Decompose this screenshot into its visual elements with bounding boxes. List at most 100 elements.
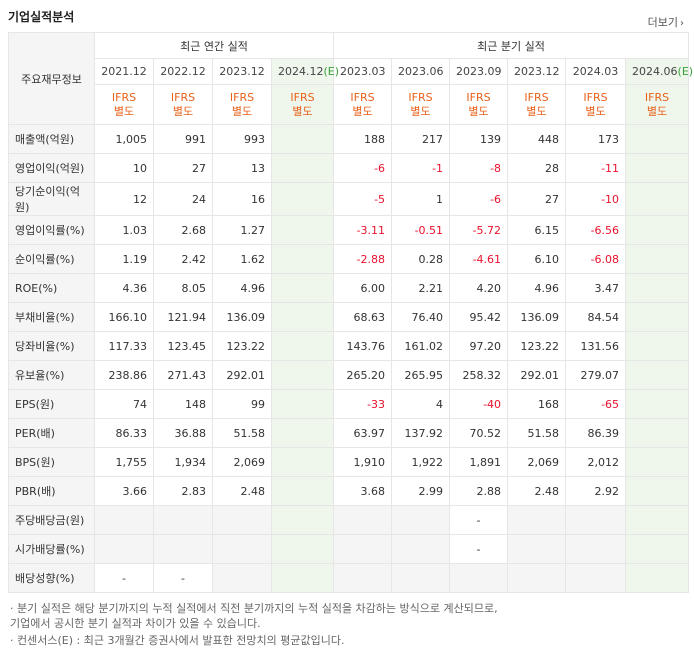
table-cell [212, 534, 272, 564]
table-row: PER(배) 86.33 36.88 51.58 63.97 137.92 70.52 51.… [8, 418, 690, 448]
table-row: 당기순이익(억원) 12 24 16 -5 1 -6 27 -10 [8, 182, 690, 216]
row-label: 당기순이익(억원) [8, 182, 95, 216]
table-cell [625, 534, 690, 564]
table-cell: 36.88 [153, 418, 213, 448]
table-cell [153, 534, 213, 564]
table-cell: 1,922 [391, 447, 451, 477]
table-cell: 95.42 [449, 302, 509, 332]
table-cell [270, 182, 335, 216]
row-label: 시가배당률(%) [8, 534, 95, 564]
table-cell: 76.40 [391, 302, 451, 332]
ifrs-label: IFRS [170, 90, 196, 104]
table-cell: 448 [507, 124, 567, 154]
basis-label: 별도 [526, 104, 547, 118]
table-cell [270, 476, 335, 506]
table-cell: -5 [333, 182, 393, 216]
period-header: 2023.12 [212, 58, 272, 85]
table-row: 매출액(억원) 1,005 991 993 188 217 139 448 173 [8, 124, 690, 154]
footnote: · 컨센서스(E) : 최근 3개월간 증권사에서 발표한 전망치의 평균값입니… [10, 634, 345, 647]
table-cell: 258.32 [449, 360, 509, 390]
more-label: 더보기 [647, 16, 678, 29]
table-cell [625, 182, 690, 216]
table-cell: 0.28 [391, 244, 451, 274]
table-cell [625, 389, 690, 419]
period-label: 2022.12 [160, 65, 206, 78]
table-row: 주당배당금(원) - [8, 505, 690, 535]
table-cell: 6.10 [507, 244, 567, 274]
table-cell: 161.02 [391, 331, 451, 361]
table-cell [270, 505, 335, 535]
table-row: 배당성향(%) - - [8, 563, 690, 593]
table-cell: 123.22 [212, 331, 272, 361]
accounting-basis: IFRS 별도 [153, 84, 213, 125]
period-header: 2023.03 [333, 58, 393, 85]
table-cell [625, 418, 690, 448]
table-cell: -10 [565, 182, 627, 216]
table-cell [565, 534, 627, 564]
table-cell [391, 534, 451, 564]
ifrs-label: IFRS [290, 90, 315, 104]
basis-label: 별도 [172, 104, 194, 118]
table-cell: 1,891 [449, 447, 509, 477]
table-cell: 68.63 [333, 302, 393, 332]
table-row: 순이익률(%) 1.19 2.42 1.62 -2.88 0.28 -4.61 6.10 -6.… [8, 244, 690, 274]
basis-label: 별도 [352, 104, 373, 118]
row-label: PBR(배) [8, 476, 95, 506]
table-cell: 2.21 [391, 273, 451, 303]
table-cell: 1,910 [333, 447, 393, 477]
table-cell: - [94, 563, 154, 593]
table-cell: 2.42 [153, 244, 213, 274]
table-row: 시가배당률(%) - [8, 534, 690, 564]
table-cell: -11 [565, 153, 627, 183]
table-cell: 1.03 [94, 215, 154, 245]
table-cell: 279.07 [565, 360, 627, 390]
ifrs-label: IFRS [229, 90, 255, 104]
table-cell [333, 505, 393, 535]
table-cell: 6.00 [333, 273, 393, 303]
accounting-basis: IFRS 별도 [625, 84, 690, 125]
table-cell: -6 [449, 182, 509, 216]
table-cell: 137.92 [391, 418, 451, 448]
period-header: 2024.12(E) [270, 58, 339, 85]
table-row: 당좌비율(%) 117.33 123.45 123.22 143.76 161.02 97.… [8, 331, 690, 361]
table-cell [270, 360, 335, 390]
table-cell: 4.20 [449, 273, 509, 303]
table-cell [153, 505, 213, 535]
table-cell: 4.96 [212, 273, 272, 303]
table-row: PBR(배) 3.66 2.83 2.48 3.68 2.99 2.88 2.48 2.92 [8, 476, 690, 506]
table-cell [270, 331, 335, 361]
table-cell: 10 [94, 153, 154, 183]
period-label: 2023.06 [398, 65, 444, 78]
ifrs-label: IFRS [583, 90, 608, 104]
table-cell [507, 534, 567, 564]
row-label: 영업이익률(%) [8, 215, 95, 245]
table-cell [625, 153, 690, 183]
table-cell: 13 [212, 153, 272, 183]
table-cell: 265.20 [333, 360, 393, 390]
financial-table: 주요재무정보 최근 연간 실적 최근 분기 실적 2021.12 2022.12 2… [8, 32, 693, 593]
more-link[interactable]: 더보기 › [648, 14, 684, 30]
table-cell: 1.62 [212, 244, 272, 274]
period-label: 2023.09 [456, 65, 502, 78]
period-header: 2024.03 [565, 58, 627, 85]
table-cell [270, 389, 335, 419]
period-label: 2024.12 [278, 65, 324, 78]
table-cell [212, 505, 272, 535]
table-cell: 168 [507, 389, 567, 419]
table-cell: 16 [212, 182, 272, 216]
basis-label: 별도 [468, 104, 489, 118]
table-cell: 1,005 [94, 124, 154, 154]
table-cell [270, 418, 335, 448]
row-label: 순이익률(%) [8, 244, 95, 274]
table-cell [625, 360, 690, 390]
table-cell: 2,012 [565, 447, 627, 477]
table-cell: 166.10 [94, 302, 154, 332]
accounting-basis: IFRS 별도 [333, 84, 393, 125]
row-label: 부채비율(%) [8, 302, 95, 332]
table-cell: 1.19 [94, 244, 154, 274]
basis-label: 별도 [646, 104, 668, 118]
table-cell: 121.94 [153, 302, 213, 332]
table-cell: 51.58 [507, 418, 567, 448]
table-cell [625, 124, 690, 154]
table-cell: 148 [153, 389, 213, 419]
